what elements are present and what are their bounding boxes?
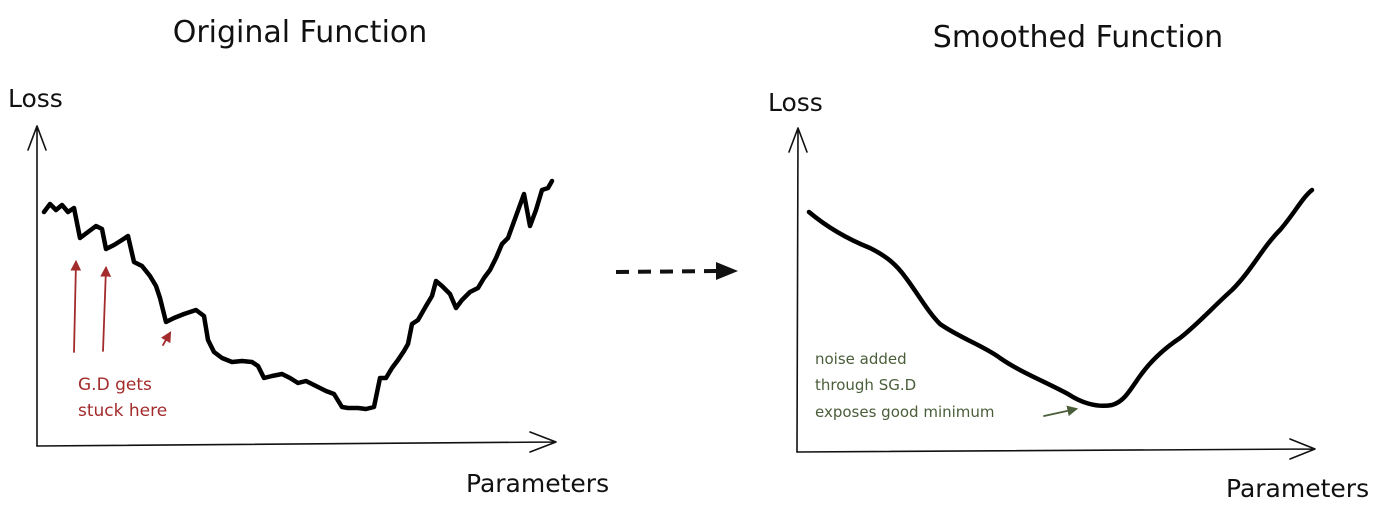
- noise-annotation-line-3: exposes good minimum: [815, 403, 995, 421]
- right-y-axis: [788, 127, 808, 453]
- right-y-axis-label: Loss: [768, 88, 823, 117]
- stuck-arrow-1: [70, 259, 82, 353]
- stuck-annotation-line-1: G.D gets: [78, 375, 152, 395]
- stuck-annotation-line-2: stuck here: [78, 401, 167, 421]
- original-loss-curve: [41, 178, 555, 412]
- transition-arrow: [615, 262, 738, 280]
- stuck-arrow-3: [160, 331, 172, 346]
- right-x-axis: [796, 438, 1316, 460]
- minimum-arrow: [1043, 405, 1079, 417]
- dashed-arrow-head: [716, 262, 738, 280]
- left-y-axis: [27, 125, 47, 447]
- left-x-axis: [36, 431, 557, 453]
- right-panel-title: Smoothed Function: [933, 20, 1223, 55]
- left-x-axis-label: Parameters: [466, 469, 609, 498]
- left-panel-title: Original Function: [173, 15, 428, 50]
- noise-annotation-line-2: through SG.D: [815, 376, 916, 394]
- dashed-arrow-line: [615, 269, 719, 274]
- left-panel: Original Function Loss Parameters G.D ge…: [8, 15, 609, 498]
- noise-annotation-line-1: noise added: [815, 350, 907, 368]
- left-y-axis-label: Loss: [8, 84, 63, 113]
- right-x-axis-label: Parameters: [1226, 474, 1369, 503]
- right-panel: Smoothed Function Loss Parameters noise …: [768, 20, 1369, 503]
- smoothed-loss-curve: [806, 187, 1315, 408]
- stuck-arrow-2: [100, 265, 112, 352]
